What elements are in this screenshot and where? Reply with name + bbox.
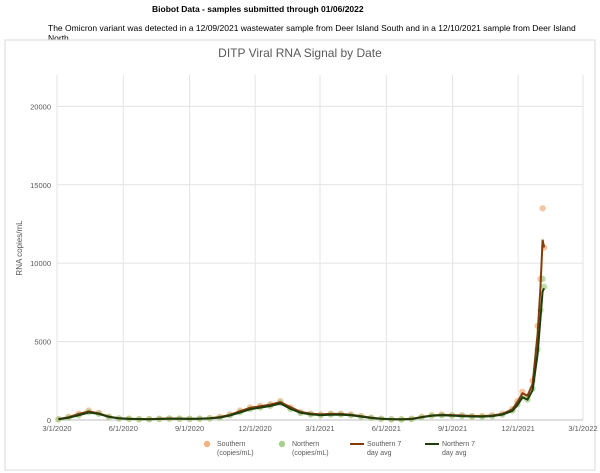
- y-tick-label: 5000: [34, 338, 51, 347]
- legend-label: Northern (copies/mL): [292, 441, 329, 457]
- legend-item: Northern (copies/mL): [275, 440, 336, 458]
- x-tick-label: 3/1/2021: [305, 424, 334, 433]
- avg-line: [58, 287, 546, 421]
- y-tick-label: 10000: [30, 259, 51, 268]
- x-tick-label: 9/1/2021: [438, 424, 467, 433]
- legend-item: Southern (copies/mL): [200, 440, 261, 458]
- x-tick-label: 3/1/2020: [42, 424, 71, 433]
- legend: Southern (copies/mL) Northern (copies/mL)…: [200, 440, 486, 458]
- point: [540, 283, 548, 290]
- y-tick-label: 20000: [30, 102, 51, 111]
- legend-item: Northern 7 day avg: [425, 440, 486, 458]
- x-tick-label: 9/1/2020: [175, 424, 204, 433]
- x-tick-label: 12/1/2020: [238, 424, 271, 433]
- legend-marker: [278, 440, 286, 448]
- x-tick-label: 6/1/2020: [109, 424, 138, 433]
- legend-label: Northern 7 day avg: [442, 441, 476, 457]
- legend-item: Southern 7 day avg: [350, 440, 411, 458]
- y-tick-label: 0: [47, 416, 51, 425]
- header-subtitle: The Omicron variant was detected in a 12…: [48, 23, 576, 43]
- legend-dot: [278, 440, 286, 448]
- legend-label: Southern (copies/mL): [217, 441, 254, 457]
- x-tick-label: 6/1/2021: [372, 424, 401, 433]
- x-tick-label: 12/1/2021: [501, 424, 534, 433]
- x-tick-label: 3/1/2022: [568, 424, 597, 433]
- legend-marker: [203, 440, 211, 448]
- y-tick-label: 15000: [30, 181, 51, 190]
- chart-title: DITP Viral RNA Signal by Date: [218, 46, 382, 60]
- header-title: Biobot Data - samples submitted through …: [152, 4, 364, 14]
- point: [539, 205, 546, 212]
- chart-frame: [4, 39, 596, 471]
- y-axis-label: RNA copies/mL: [15, 220, 24, 276]
- legend-label: Southern 7 day avg: [367, 441, 402, 457]
- legend-marker: [425, 443, 439, 445]
- legend-marker: [350, 443, 364, 445]
- legend-dot: [203, 440, 211, 448]
